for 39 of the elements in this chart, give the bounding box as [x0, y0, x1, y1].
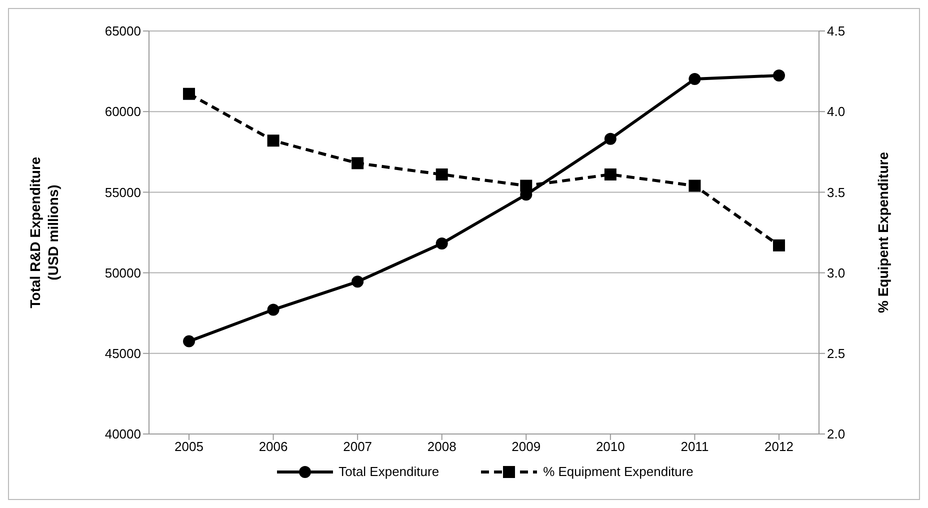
y2-tick-label: 2.5 [827, 346, 846, 362]
y-tick-label: 40000 [104, 426, 141, 442]
point [436, 168, 448, 180]
y2-tick-label: 4.0 [827, 104, 846, 120]
x-tick-label: 2011 [680, 439, 709, 454]
y-tick-label: 55000 [104, 184, 141, 200]
legend-label: % Equipment Expenditure [543, 464, 694, 479]
y2-tick-label: 4.5 [827, 24, 846, 39]
point [688, 73, 701, 86]
x-tick-label: 2005 [174, 439, 204, 454]
y-tick-label: 60000 [104, 104, 141, 120]
x-tick-label: 2010 [596, 439, 625, 454]
y-tick-label: 65000 [104, 24, 141, 39]
point [352, 157, 364, 170]
y2-tick-label: 3.5 [827, 184, 846, 200]
point [520, 180, 532, 192]
x-tick-label: 2006 [258, 439, 288, 454]
y2-tick-label: 3.0 [827, 265, 846, 280]
point [352, 276, 364, 288]
point [604, 168, 616, 180]
point [604, 132, 616, 145]
x-tick-label: 2008 [427, 439, 456, 454]
point [773, 69, 785, 82]
y2-tick-label: 2.0 [827, 426, 846, 442]
point [688, 180, 701, 192]
x-tick-label: 2012 [764, 439, 794, 454]
x-tick-label: 2007 [343, 439, 372, 454]
x-tick-label: 2009 [512, 439, 541, 454]
point [183, 335, 195, 348]
legend-label: Total Expenditure [338, 464, 440, 479]
y-axis-title: Total R&D Expenditure (USD millions) [27, 156, 61, 308]
y2-axis-title: % Equipent Expenditure [874, 152, 891, 314]
point [267, 134, 280, 147]
point [773, 239, 785, 252]
y-tick-label: 45000 [104, 346, 141, 362]
point [436, 237, 448, 250]
y-tick-label: 50000 [104, 265, 141, 280]
point [267, 304, 280, 316]
point [183, 88, 195, 100]
